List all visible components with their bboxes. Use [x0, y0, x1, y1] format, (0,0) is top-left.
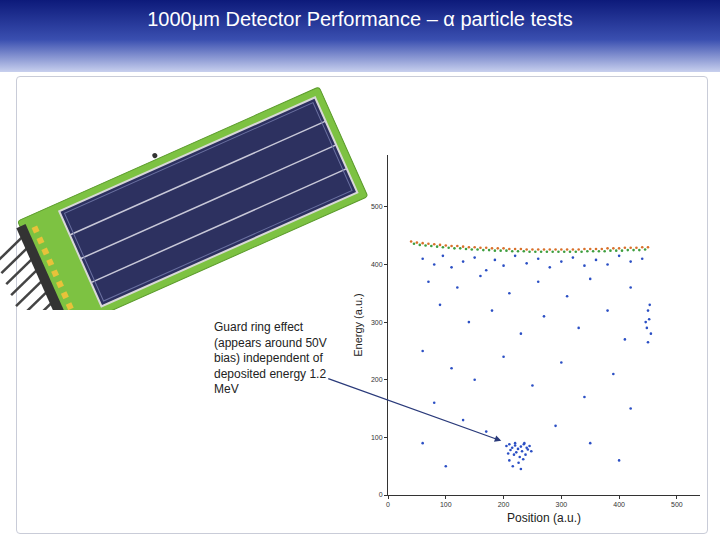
svg-text:500: 500 [371, 203, 383, 210]
svg-text:300: 300 [555, 501, 567, 508]
svg-text:0: 0 [379, 491, 383, 498]
html-text:1000μm Detector Performance –: 1000μm Detector Performance – α particle… [147, 8, 573, 30]
svg-text:500: 500 [671, 501, 683, 508]
svg-text:Position (a.u.): Position (a.u.) [507, 511, 581, 525]
svg-text:Guard ring effect(appears arou: Guard ring effect(appears around 50Vbias… [214, 320, 327, 396]
svg-text:Energy (a.u.): Energy (a.u.) [352, 293, 364, 357]
svg-text:100: 100 [440, 501, 452, 508]
svg-text:300: 300 [371, 319, 383, 326]
svg-text:400: 400 [371, 261, 383, 268]
svg-text:400: 400 [613, 501, 625, 508]
svg-text:100: 100 [371, 434, 383, 441]
svg-text:200: 200 [498, 501, 510, 508]
svg-text:200: 200 [371, 376, 383, 383]
svg-text:0: 0 [386, 501, 390, 508]
